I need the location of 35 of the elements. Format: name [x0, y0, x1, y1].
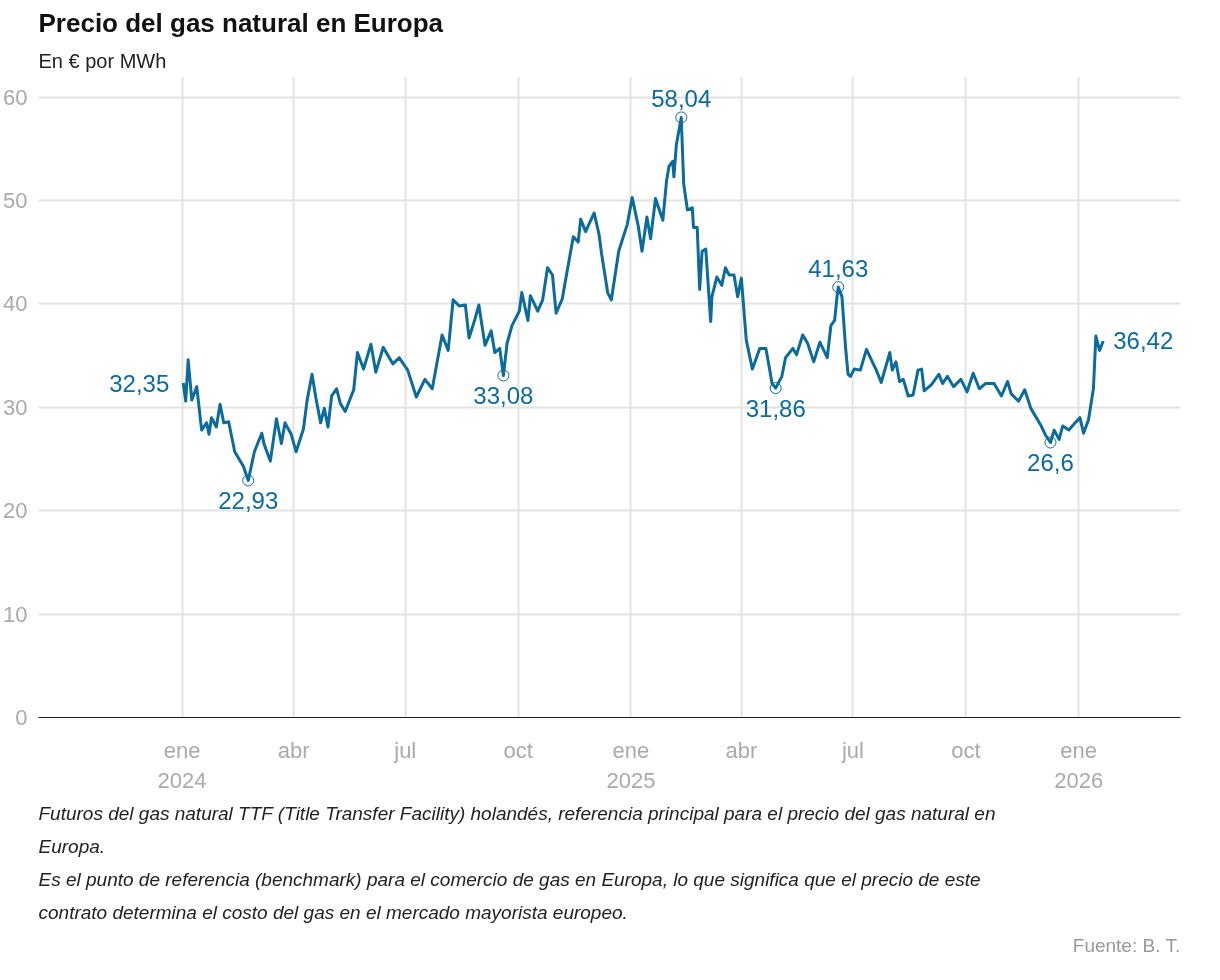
point — [832, 281, 845, 294]
text: Es el punto de referencia (benchmark) para el comercio de gas en Europa, lo que significa que el precio de este contrato determina el costo del gas en el mercado mayorista europeo. — [38, 868, 981, 923]
point — [769, 382, 782, 395]
y-tick-label: 10 — [3, 601, 28, 627]
annotation: 26,6 — [1027, 449, 1074, 477]
annotation: 32,35 — [109, 369, 170, 397]
point — [1044, 436, 1057, 449]
point — [242, 474, 255, 487]
y-tick-label: 30 — [3, 394, 28, 420]
x-tick-label: oct — [503, 737, 533, 763]
annotation: 41,63 — [808, 255, 869, 283]
y-tick-label: 50 — [3, 188, 28, 214]
source-note: Fuente: B. T. — [1072, 934, 1181, 956]
x-tick-label: ene 2025 — [606, 737, 656, 793]
annotation: 33,08 — [473, 382, 534, 410]
point — [675, 111, 688, 124]
y-tick-label: 40 — [3, 291, 28, 317]
chart-subtitle: En € por MWh — [38, 49, 167, 72]
annotation: 22,93 — [218, 487, 279, 515]
x-tick-label: ene 2024 — [157, 737, 207, 793]
x-tick-label: jul — [393, 737, 417, 763]
y-tick-label: 60 — [3, 84, 28, 110]
chart-title: Precio del gas natural en Europa — [38, 7, 444, 38]
x-tick-label: jul — [840, 737, 864, 763]
y-tick-label: 20 — [3, 498, 28, 524]
point — [497, 369, 510, 382]
x-tick-label: oct — [951, 737, 981, 763]
annotation: 58,04 — [651, 85, 712, 113]
annotation: 31,86 — [745, 395, 806, 423]
text: Futuros del gas natural TTF (Title Transfer Facility) holandés, referencia principal para el precio del gas natural en Europa. — [38, 802, 996, 857]
x-tick-label: ene 2026 — [1054, 737, 1104, 793]
annotation: 36,42 — [1113, 327, 1174, 355]
y-tick-label: 0 — [15, 705, 28, 730]
x-tick-label: abr — [277, 737, 310, 763]
x-tick-label: abr — [725, 737, 758, 763]
